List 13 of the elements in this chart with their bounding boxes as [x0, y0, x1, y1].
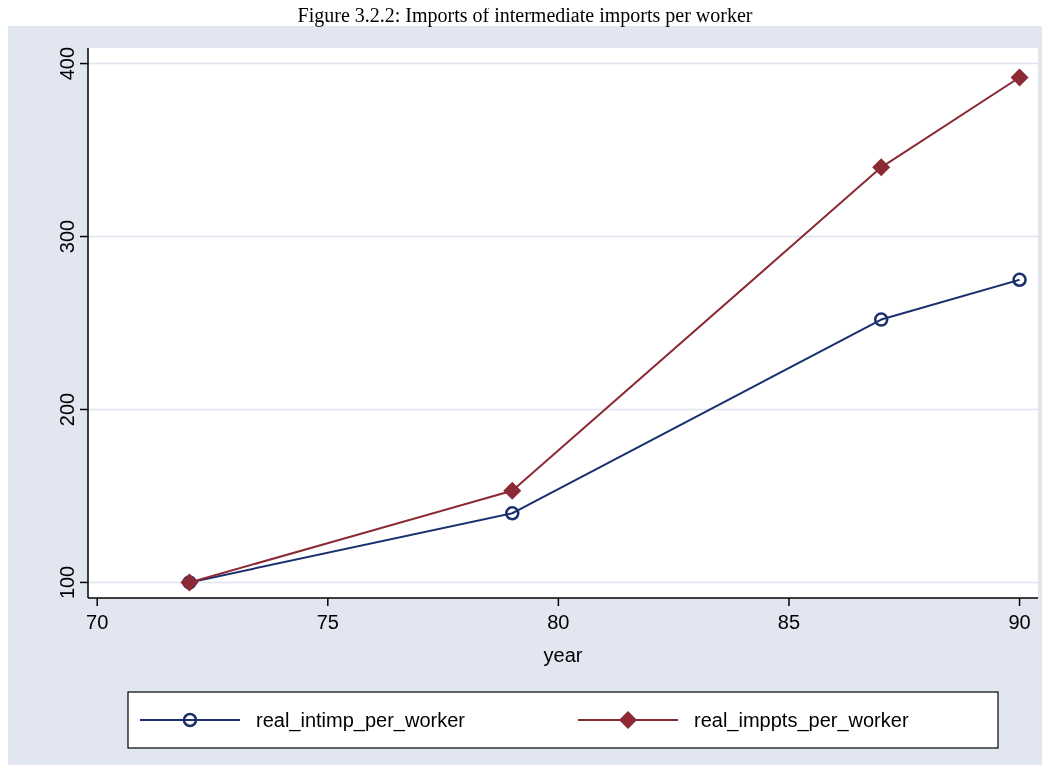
chart-title: Figure 3.2.2: Imports of intermediate imports per worker: [297, 4, 753, 27]
x-tick-label: 70: [86, 611, 109, 633]
legend-label: real_intimp_per_worker: [256, 709, 466, 732]
y-tick-label: 400: [56, 46, 78, 81]
legend-label: real_imppts_per_worker: [694, 709, 909, 732]
x-tick-label: 75: [316, 611, 339, 633]
y-tick-label: 100: [56, 565, 78, 600]
y-tick-label: 200: [56, 392, 78, 427]
y-tick-label: 300: [56, 219, 78, 254]
x-tick-label: 80: [547, 611, 570, 633]
x-tick-label: 90: [1008, 611, 1031, 633]
x-axis-title: year: [543, 644, 583, 666]
x-tick-label: 85: [777, 611, 801, 633]
